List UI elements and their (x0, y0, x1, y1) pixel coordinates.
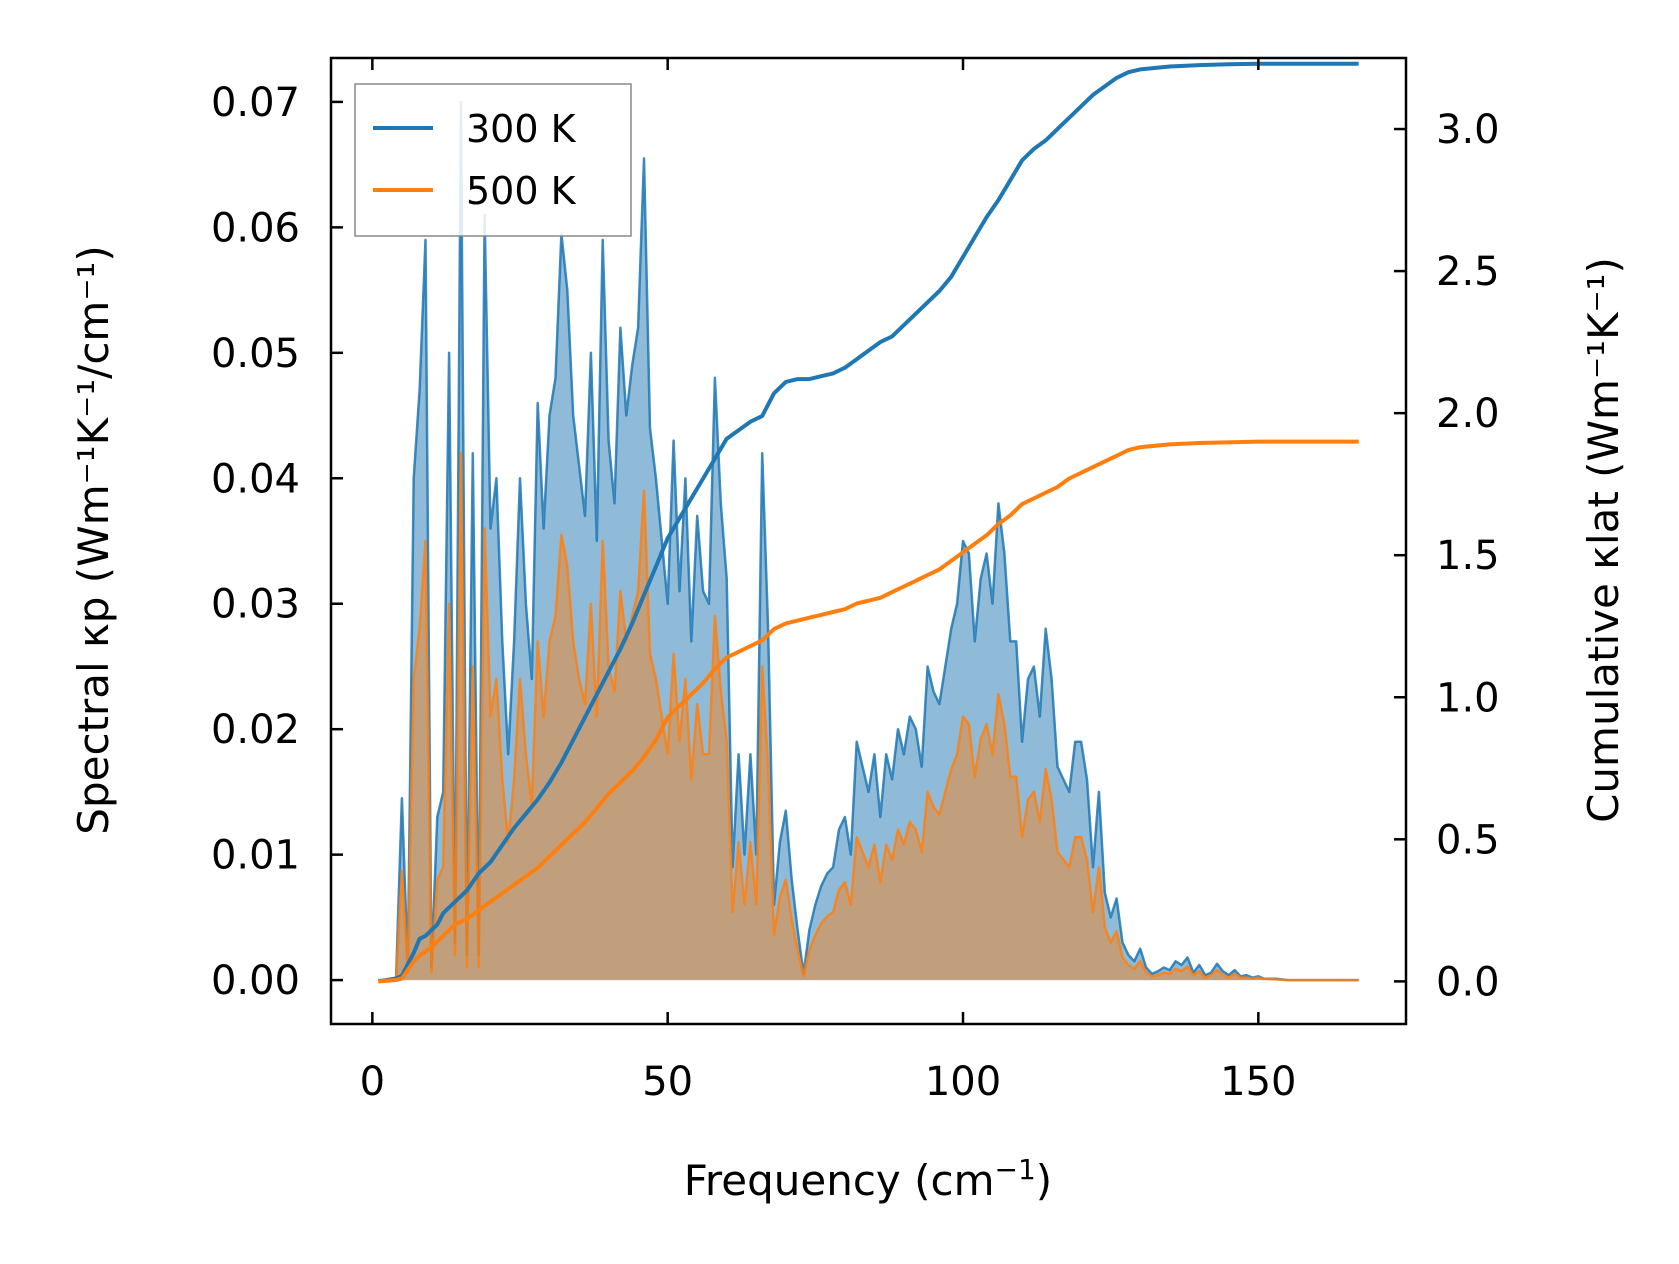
spectral-fill-300k (378, 101, 1359, 981)
cumulative-lines (377, 61, 1359, 984)
axis-ticks (331, 58, 1406, 1024)
y-right-tick-label: 0.5 (1436, 817, 1500, 863)
spectral-lines (378, 100, 1359, 982)
y-right-tick-label: 1.0 (1436, 675, 1500, 721)
spectral-line-300k (378, 100, 1359, 982)
y-right-tick-label: 3.0 (1436, 107, 1500, 153)
x-tick-label: 50 (642, 1059, 693, 1105)
cumulative-line-500k (378, 439, 1359, 984)
legend-label-300k: 300 K (466, 107, 577, 151)
y-axis-right-label: Cumulative κlat (Wm⁻¹K⁻¹) (1579, 257, 1628, 823)
y-right-tick-label: 1.5 (1436, 533, 1500, 579)
y-right-tick-label: 0.0 (1436, 959, 1500, 1005)
y-left-tick-label: 0.07 (211, 80, 300, 126)
plot-area (329, 56, 1408, 1026)
x-axis-label-text: Frequency (cm (684, 1156, 995, 1205)
x-axis-label-end: ) (1036, 1156, 1052, 1205)
x-axis-title: Frequency (cm−1) (684, 1153, 1052, 1205)
spectral-fill-500k (378, 453, 1359, 981)
plot-frame (329, 56, 1408, 1026)
y-right-tick-label: 2.5 (1436, 249, 1500, 295)
cumulative-line-300k (377, 61, 1359, 984)
y-left-tick-label: 0.06 (211, 205, 300, 251)
y-left-tick-label: 0.02 (211, 707, 300, 753)
x-tick-label: 150 (1220, 1059, 1296, 1105)
x-tick-label: 0 (360, 1059, 385, 1105)
x-axis-label: Frequency (cm−1) (684, 1153, 1052, 1205)
legend-label-500k: 500 K (466, 169, 577, 213)
x-axis-label-sup: −1 (995, 1153, 1036, 1186)
y-left-tick-label: 0.01 (211, 833, 300, 879)
legend: 300 K 500 K (354, 83, 632, 237)
spectral-line-500k (378, 451, 1359, 982)
spectral-fills (378, 101, 1359, 981)
legend-box (354, 83, 632, 237)
y-axis-left-label: Spectral κp (Wm⁻¹K⁻¹/cm⁻¹) (69, 245, 118, 834)
x-tick-label: 100 (925, 1059, 1001, 1105)
y-left-tick-label: 0.03 (211, 582, 300, 628)
y-right-tick-label: 2.0 (1436, 391, 1500, 437)
y-left-tick-label: 0.05 (211, 331, 300, 377)
y-left-tick-label: 0.04 (211, 456, 300, 502)
y-left-tick-label: 0.00 (211, 958, 300, 1004)
